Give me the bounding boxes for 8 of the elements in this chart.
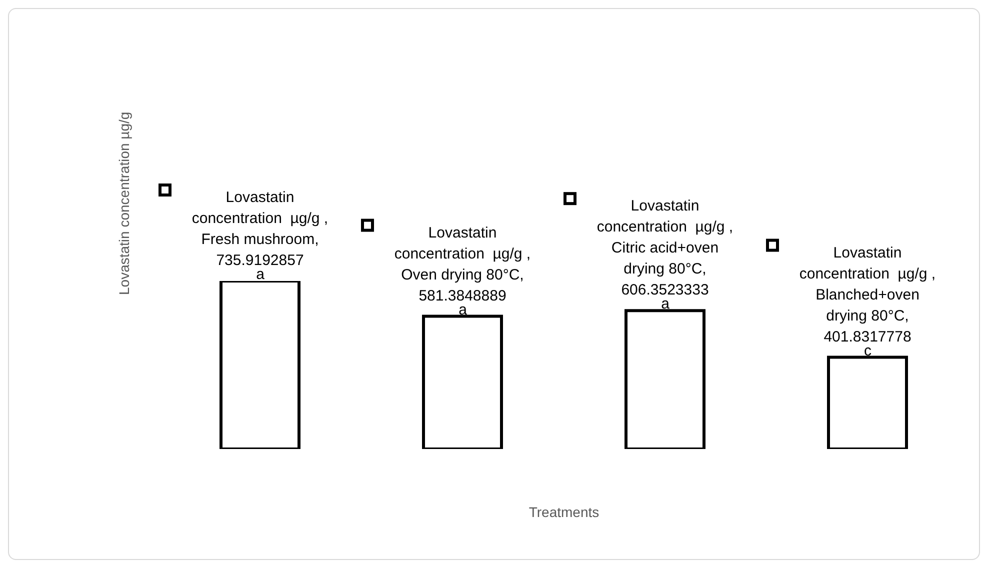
x-axis-title: Treatments — [528, 504, 600, 520]
bar — [827, 356, 908, 449]
annotation: a — [256, 266, 266, 283]
y-axis-title: Lovastatin concentration µg/g — [116, 112, 132, 295]
bar — [422, 314, 503, 449]
bar — [220, 281, 300, 449]
data-label: Lovastatin concentration µg/g , Fresh mushroom, 735.9192857 — [192, 189, 328, 269]
bar — [624, 309, 706, 449]
